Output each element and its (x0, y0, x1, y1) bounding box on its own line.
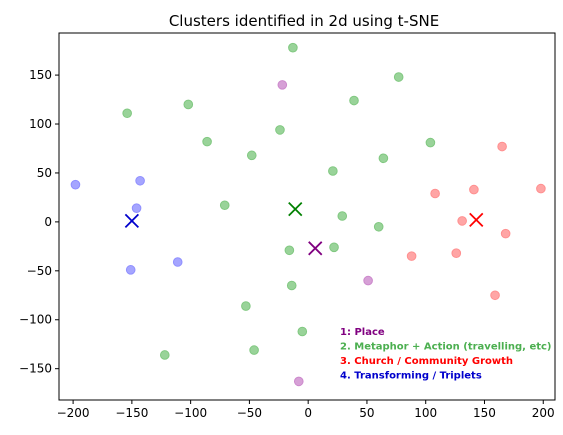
cluster-2-point (284, 245, 295, 256)
cluster-2-point (329, 242, 339, 253)
cluster-2-point (275, 125, 285, 135)
chart-title: Clusters identified in 2d using t-SNE (169, 12, 439, 30)
cluster-4-point (135, 175, 145, 186)
cluster-1-point (293, 376, 304, 387)
y-tick-label: −100 (19, 313, 52, 327)
cluster-4-point (70, 179, 81, 190)
x-tick-label: −200 (57, 406, 90, 420)
cluster-4-point (125, 265, 136, 275)
y-axis: −150 −100 −50 0 50 100 150 (19, 68, 59, 376)
plot-area (58, 32, 556, 401)
data-points (70, 42, 546, 387)
cluster-4-point (131, 203, 142, 213)
y-tick-label: 0 (44, 215, 52, 229)
plot-frame (58, 32, 556, 401)
cluster-2-point (159, 350, 170, 360)
cluster-2-point (202, 136, 212, 147)
cluster-3-point (536, 183, 546, 194)
legend-entry-3: 3. Church / Community Growth (340, 356, 513, 367)
cluster-2-point (249, 345, 259, 355)
cluster-3-point (457, 216, 467, 226)
cluster-centroids (124, 202, 484, 256)
x-axis: −200 −150 −100 −50 0 50 100 150 200 (57, 400, 555, 420)
x-tick-label: −50 (237, 406, 262, 420)
legend-entry-2: 2. Metaphor + Action (travelling, etc) (340, 342, 552, 353)
cluster-1-point (363, 275, 373, 286)
cluster-3-point (406, 251, 417, 261)
cluster-2-point (378, 153, 389, 164)
x-tick-label: 100 (414, 406, 437, 420)
cluster-3-point (500, 228, 511, 239)
cluster-2-point (373, 221, 384, 232)
cluster-3-point (490, 290, 500, 301)
x-tick-label: −100 (174, 406, 207, 420)
cluster-2-point (425, 137, 436, 148)
cluster-4-point (172, 257, 183, 267)
legend: 1: Place 2. Metaphor + Action (travelling… (340, 327, 552, 382)
x-tick-label: 200 (532, 406, 555, 420)
cluster-2-point (286, 280, 297, 291)
cluster-2-point (219, 200, 230, 211)
y-tick-label: −150 (19, 362, 52, 376)
cluster-2-point (246, 150, 257, 161)
x-tick-label: 150 (473, 406, 496, 420)
cluster-2-point (122, 108, 132, 119)
y-tick-label: 100 (29, 117, 52, 131)
cluster-2-point (288, 42, 298, 53)
cluster-3-point (451, 248, 462, 258)
cluster-2-point (183, 99, 194, 110)
x-tick-label: −150 (115, 406, 148, 420)
x-tick-label: 50 (359, 406, 374, 420)
cluster-3-point (469, 184, 479, 195)
y-tick-label: 150 (29, 68, 52, 82)
y-tick-label: 50 (37, 166, 52, 180)
cluster-2-point (241, 301, 251, 311)
cluster-2-point (393, 72, 404, 82)
cluster-2-point (349, 95, 359, 106)
cluster-3-point (497, 141, 507, 152)
cluster-3-centroid (469, 212, 484, 228)
cluster-2-point (337, 211, 348, 221)
cluster-3-point (430, 188, 440, 199)
cluster-4-centroid (124, 213, 140, 229)
y-tick-label: −50 (27, 264, 52, 278)
cluster-2-point (297, 326, 308, 337)
cluster-1-point (277, 80, 288, 90)
cluster-1-centroid (308, 241, 323, 256)
legend-entry-4: 4. Transforming / Triplets (340, 371, 482, 382)
legend-entry-1: 1: Place (340, 327, 385, 338)
cluster-2-centroid (288, 202, 303, 217)
x-tick-label: 0 (304, 406, 312, 420)
cluster-2-point (328, 166, 338, 176)
